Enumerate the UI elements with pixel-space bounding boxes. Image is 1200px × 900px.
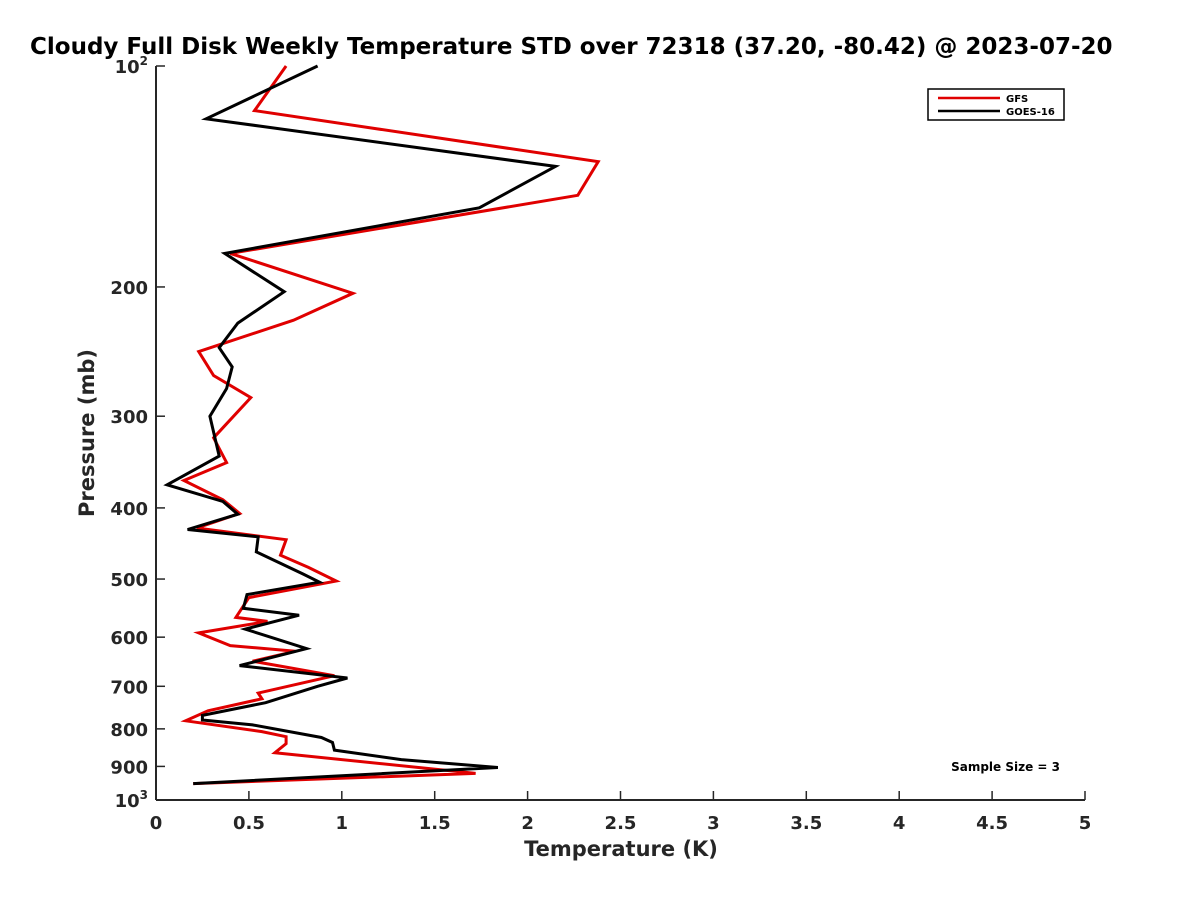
y-tick-label: 500 <box>110 570 148 591</box>
y-axis-label: Pressure (mb) <box>75 349 99 517</box>
x-tick-label: 1.5 <box>419 813 451 834</box>
y-tick-label: 200 <box>110 278 148 299</box>
y-tick-label: 102 <box>115 54 148 78</box>
legend-label-goes-16: GOES-16 <box>1006 107 1055 118</box>
x-tick-label: 0 <box>150 813 163 834</box>
x-tick-label: 5 <box>1079 813 1092 834</box>
plot-series <box>163 64 601 786</box>
legend-label-gfs: GFS <box>1006 94 1028 105</box>
legend: GFS GOES-16 <box>927 88 1065 121</box>
x-tick-label: 3.5 <box>790 813 822 834</box>
y-tick-label: 103 <box>115 788 148 812</box>
series-line-gfs <box>180 65 601 786</box>
y-tick-label: 800 <box>110 720 148 741</box>
plot-axes: 0 0.5 1 1.5 2 2.5 3 3.5 4 4.5 5 102 200 300 400 500 600 7… <box>110 54 1091 834</box>
y-tick-label: 400 <box>110 499 148 520</box>
x-tick-label: 0.5 <box>233 813 265 834</box>
x-tick-label: 1 <box>336 813 349 834</box>
legend-box <box>927 88 1065 121</box>
y-tick-label: 600 <box>110 628 148 649</box>
x-tick-label: 2.5 <box>605 813 637 834</box>
sample-size-annotation: Sample Size = 3 <box>951 760 1060 774</box>
y-tick-label: 300 <box>110 407 148 428</box>
x-tick-label: 4.5 <box>976 813 1008 834</box>
x-axis-label: Temperature (K) <box>524 837 718 861</box>
series-line-goes-16 <box>163 64 561 786</box>
x-tick-label: 4 <box>893 813 906 834</box>
x-tick-label: 3 <box>707 813 720 834</box>
chart-title: Cloudy Full Disk Weekly Temperature STD … <box>30 34 1113 60</box>
y-tick-label: 900 <box>110 757 148 778</box>
y-tick-label: 700 <box>110 677 148 698</box>
x-tick-label: 2 <box>521 813 534 834</box>
